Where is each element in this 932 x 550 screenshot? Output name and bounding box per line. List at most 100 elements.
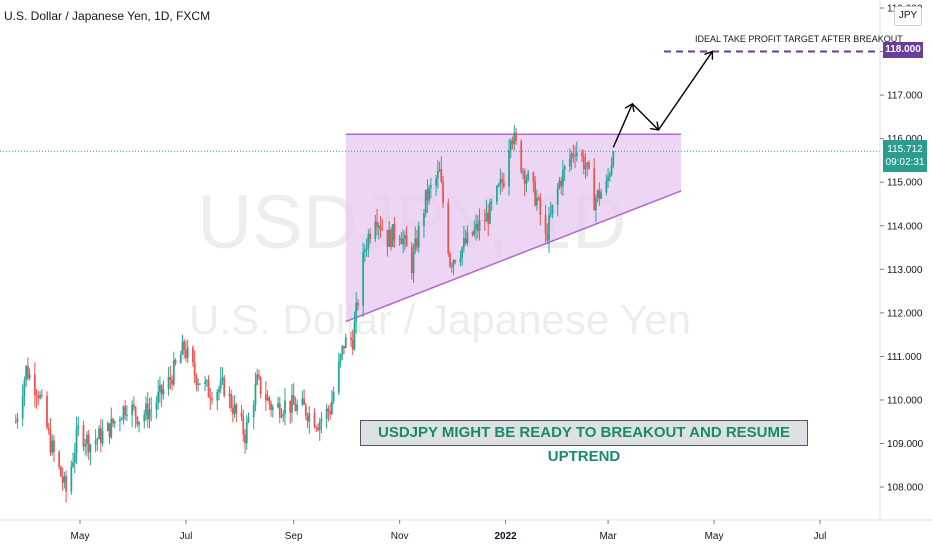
candle-body <box>402 238 404 244</box>
projection-arrow[interactable] <box>631 103 658 130</box>
price-tick-label: 117.000 <box>887 91 923 102</box>
candle-body <box>289 400 292 413</box>
candle-body <box>610 165 613 175</box>
candle-body <box>391 224 394 247</box>
candle-body <box>157 391 160 403</box>
candle-body <box>459 258 462 263</box>
candle-body <box>65 476 68 492</box>
candle-body <box>586 162 589 166</box>
candle-body <box>438 169 441 172</box>
time-axis[interactable]: May Jul Sep Nov 2022 Mar May Jul <box>71 520 827 542</box>
support-line[interactable] <box>345 190 682 323</box>
candle-body <box>428 187 431 201</box>
candle-body <box>231 407 234 415</box>
candle-body <box>501 179 504 183</box>
candle-body <box>461 247 464 259</box>
candle-body <box>426 189 429 201</box>
candle-body <box>138 421 140 425</box>
candle-body <box>489 202 491 224</box>
candle-body <box>351 339 354 350</box>
candle-body <box>544 215 547 234</box>
candle-body <box>82 425 85 447</box>
candle-body <box>258 374 260 377</box>
candle-body <box>363 249 366 252</box>
candle-body <box>393 224 396 240</box>
candle-body <box>193 362 196 376</box>
candle-body <box>230 393 233 408</box>
candle-body <box>575 152 578 157</box>
candle-body <box>454 260 457 263</box>
candle-body <box>169 377 172 380</box>
candle-body <box>417 225 420 248</box>
candle-body <box>33 374 36 395</box>
candle-body <box>185 350 187 358</box>
candle-body <box>259 376 262 394</box>
candle-body <box>304 404 307 416</box>
candle-body <box>221 377 224 380</box>
candle-body <box>207 380 210 398</box>
pattern-area[interactable] <box>345 134 682 322</box>
price-tick-label: 114.000 <box>887 221 923 232</box>
candle-body <box>532 172 535 182</box>
candle-body <box>509 140 512 150</box>
candle-body <box>485 212 488 222</box>
candle-body <box>593 168 596 211</box>
candle-body <box>502 182 505 187</box>
candle-body <box>233 404 236 415</box>
candle-body <box>400 238 403 244</box>
time-tick-label: Jul <box>814 531 827 542</box>
candle-body <box>198 383 201 385</box>
candle-body <box>449 253 451 267</box>
candle-body <box>72 462 74 467</box>
currency-button[interactable]: JPY <box>894 6 922 26</box>
candle-body <box>46 395 48 428</box>
price-axis[interactable]: 108.000 109.000 110.000 111.000 112.000 113.0… <box>880 4 924 494</box>
candle-body <box>574 155 576 157</box>
candle-body <box>150 409 153 411</box>
candle-body <box>478 220 481 232</box>
time-tick-label: Sep <box>285 531 303 542</box>
candle-body <box>108 423 111 438</box>
candle-body <box>330 401 333 414</box>
projection-arrow[interactable] <box>612 104 632 148</box>
candle-body <box>558 180 561 188</box>
price-tick-label: 110.000 <box>887 395 923 406</box>
candle-body <box>612 151 615 166</box>
candle-body <box>282 413 285 417</box>
candle-body <box>209 397 212 399</box>
projection-arrow[interactable] <box>657 52 712 131</box>
candle-body <box>462 237 465 248</box>
candle-body <box>476 223 479 232</box>
candle-body <box>126 415 128 417</box>
candle-body <box>98 428 101 439</box>
candle-body <box>112 418 114 424</box>
candle-body <box>549 213 552 216</box>
candle-body <box>70 466 73 492</box>
candle-body <box>87 434 90 453</box>
candle-body <box>447 203 450 254</box>
candle-body <box>381 229 384 231</box>
candle-body <box>497 184 500 187</box>
candle-body <box>77 425 80 429</box>
candle-body <box>218 388 220 393</box>
time-tick-label: May <box>71 531 90 542</box>
candle-body <box>562 169 564 187</box>
candle-body <box>596 190 599 199</box>
candle-body <box>294 404 297 411</box>
candle-body <box>327 408 330 412</box>
candle-body <box>192 347 194 363</box>
candle-body <box>183 341 186 351</box>
candle-body <box>410 246 413 274</box>
candle-body <box>195 375 198 386</box>
time-tick-label: May <box>705 531 724 542</box>
candle-body <box>124 406 127 416</box>
candle-body <box>235 404 238 413</box>
candle-body <box>101 430 104 444</box>
candle-body <box>582 156 585 170</box>
candle-body <box>511 140 514 144</box>
candle-body <box>483 220 486 222</box>
candle-body <box>280 416 283 418</box>
candle-body <box>379 225 382 230</box>
candle-body <box>119 419 121 422</box>
